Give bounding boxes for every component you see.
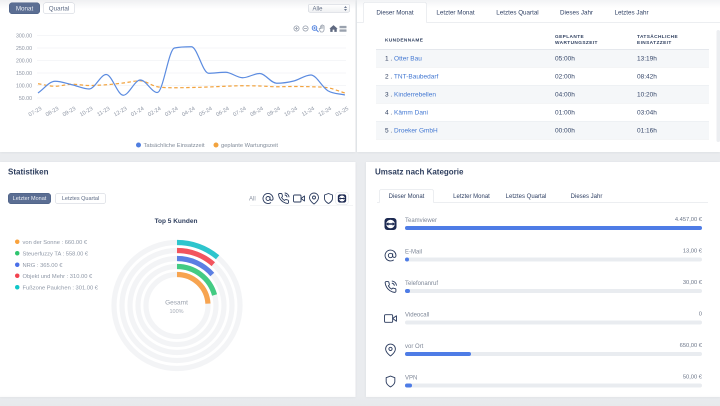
svg-text:01-25: 01-25 [335,106,350,118]
svg-text:10-23: 10-23 [79,106,94,118]
svg-text:150.00: 150.00 [16,71,32,77]
svg-text:300.00: 300.00 [16,33,32,39]
svg-text:07-24: 07-24 [232,106,247,118]
svg-text:50.00: 50.00 [19,96,32,102]
svg-text:08-23: 08-23 [45,106,60,118]
svg-text:01-24: 01-24 [130,106,145,118]
svg-text:geplante Wartungszeit: geplante Wartungszeit [221,143,278,149]
svg-text:100.00: 100.00 [16,83,32,89]
svg-text:12-23: 12-23 [113,106,128,118]
svg-text:11-23: 11-23 [96,106,111,118]
svg-text:04-24: 04-24 [181,106,196,118]
svg-text:09-24: 09-24 [267,106,282,118]
svg-text:08-24: 08-24 [249,106,264,118]
svg-text:12-24: 12-24 [318,106,333,118]
svg-text:07-23: 07-23 [28,106,43,118]
svg-text:03-24: 03-24 [164,106,179,118]
svg-text:09-23: 09-23 [62,106,77,118]
svg-text:02-24: 02-24 [147,106,162,118]
svg-text:10-24: 10-24 [284,106,299,118]
svg-text:05-24: 05-24 [198,106,213,118]
svg-text:250.00: 250.00 [16,46,32,52]
svg-text:Tatsächliche Einsatzzeit: Tatsächliche Einsatzzeit [144,143,205,149]
svg-text:200.00: 200.00 [16,58,32,64]
svg-text:06-24: 06-24 [215,106,230,118]
svg-text:11-24: 11-24 [301,106,316,118]
